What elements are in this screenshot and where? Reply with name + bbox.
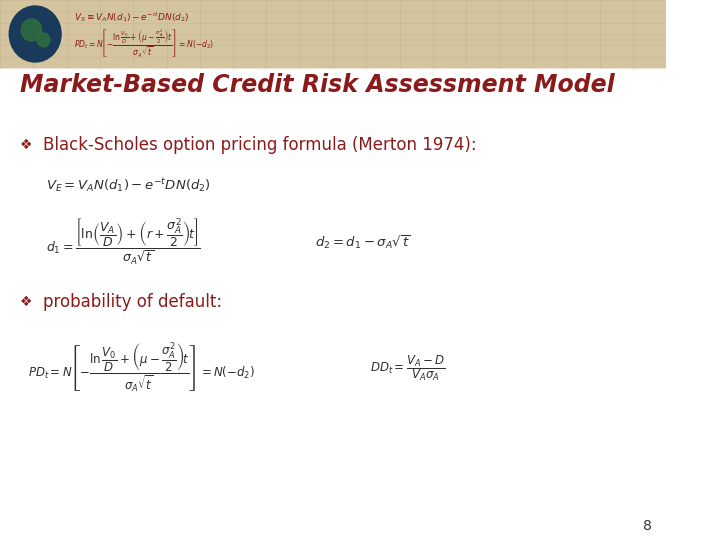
Text: $d_2 = d_1 - \sigma_A\sqrt{t}$: $d_2 = d_1 - \sigma_A\sqrt{t}$: [315, 233, 410, 251]
Circle shape: [9, 6, 61, 62]
Text: Market-Based Credit Risk Assessment Model: Market-Based Credit Risk Assessment Mode…: [20, 73, 615, 97]
Circle shape: [22, 19, 42, 41]
Text: $PD_t = N\!\left[-\dfrac{\ln\frac{V_0}{D}+\left(\mu-\frac{\sigma_A^2}{2}\right)t: $PD_t = N\!\left[-\dfrac{\ln\frac{V_0}{D…: [74, 28, 215, 60]
Text: probability of default:: probability of default:: [42, 293, 222, 311]
Text: ❖: ❖: [19, 138, 32, 152]
Text: $d_1 = \dfrac{\left[\ln\!\left(\dfrac{V_A}{D}\right) + \left(r + \dfrac{\sigma_A: $d_1 = \dfrac{\left[\ln\!\left(\dfrac{V_…: [46, 217, 201, 267]
Circle shape: [37, 33, 50, 47]
Text: 8: 8: [643, 519, 652, 533]
Text: ❖: ❖: [19, 295, 32, 309]
Text: $PD_t = N\!\left[-\dfrac{\ln\dfrac{V_0}{D}+\left(\mu-\dfrac{\sigma_A^2}{2}\right: $PD_t = N\!\left[-\dfrac{\ln\dfrac{V_0}{…: [28, 342, 255, 394]
Text: $DD_t = \dfrac{V_A - D}{V_A \sigma_A}$: $DD_t = \dfrac{V_A - D}{V_A \sigma_A}$: [370, 353, 446, 383]
Text: $V_S \equiv V_A N(d_1) - e^{-rt}DN(d_2)$: $V_S \equiv V_A N(d_1) - e^{-rt}DN(d_2)$: [74, 10, 189, 24]
Text: $V_E = V_A N(d_1) - e^{-t}DN(d_2)$: $V_E = V_A N(d_1) - e^{-t}DN(d_2)$: [46, 176, 211, 194]
FancyBboxPatch shape: [0, 0, 666, 68]
Text: Black-Scholes option pricing formula (Merton 1974):: Black-Scholes option pricing formula (Me…: [42, 136, 476, 154]
